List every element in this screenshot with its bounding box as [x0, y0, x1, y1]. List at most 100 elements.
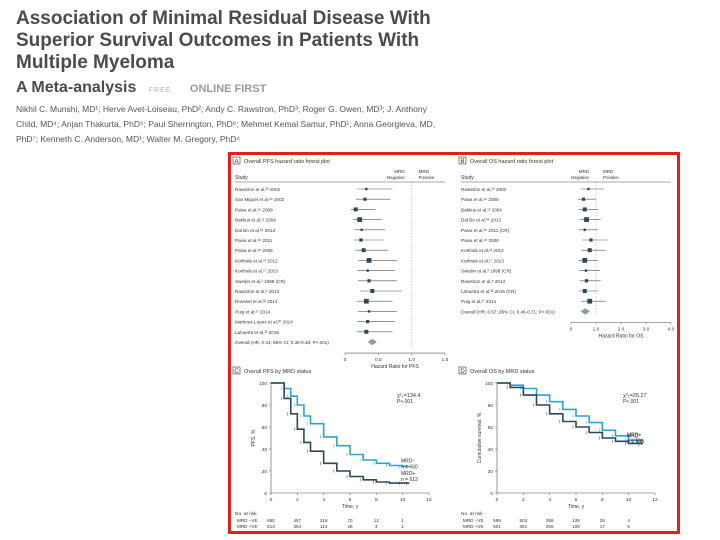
km-x-tick-label: 12	[652, 497, 658, 503]
km-p-value: P<.001	[623, 399, 639, 405]
forest-study-label: Lahuerta et al,³³ 2015	[235, 330, 279, 335]
km-y-tick-label: 80	[262, 403, 268, 409]
forest-study-marker	[587, 187, 590, 191]
forest-study-marker	[364, 329, 369, 334]
km-series-n: n = 501	[627, 439, 644, 445]
risk-count: 12	[374, 518, 380, 523]
favors-positive-label: Positive	[419, 175, 435, 180]
forest-study-marker	[366, 269, 369, 272]
forest-study-label: San Miguel et al,²⁹ 2002	[235, 197, 285, 202]
forest-study-label: Paiva et al,¹⁸ 2008	[461, 238, 499, 243]
km-x-tick-label: 12	[426, 497, 432, 503]
article-subtitle: A Meta-analysis	[16, 79, 137, 96]
km-y-tick-label: 60	[488, 425, 494, 431]
km-series-n: n = 660	[401, 465, 418, 471]
risk-count: 256	[546, 524, 554, 529]
km-series-n: n = 613	[401, 477, 418, 483]
forest-study-marker	[584, 217, 589, 222]
km-series-n: n = 599	[627, 439, 644, 445]
km-series-line	[497, 382, 643, 442]
forest-overall-diamond	[367, 338, 377, 346]
km-x-axis-title: Time, y	[342, 504, 359, 510]
favors-positive-label: MRD	[419, 169, 430, 174]
forest-study-label: Lahuerta et al,³³ 2015 (CR)	[461, 289, 516, 294]
forest-study-marker	[583, 228, 586, 231]
forest-study-label: Paiva et al,¹⁶ 2008	[461, 197, 499, 202]
forest-overall-diamond	[580, 308, 590, 315]
forest-study-marker	[361, 248, 366, 253]
risk-count: 660	[267, 518, 275, 523]
study-column-header: Study	[235, 175, 248, 181]
panel-title: Overall PFS hazard ratio forest plot	[244, 159, 330, 165]
online-first-label: ONLINE FIRST	[189, 83, 267, 95]
risk-count: 26	[600, 518, 606, 523]
risk-count: 457	[293, 518, 301, 523]
km-y-axis-title: Cumulative survival, %	[477, 412, 483, 463]
forest-study-label: Paiva et al,²⁶ 2011 (CR)	[461, 228, 510, 233]
forest-study-marker	[587, 248, 592, 253]
risk-count: 4	[627, 518, 630, 523]
km-x-tick-label: 8	[375, 497, 378, 503]
forest-x-tick-label: 1.0	[408, 357, 415, 363]
panel-label-box	[458, 156, 467, 165]
forest-study-label: Paiva et al,¹⁸ 2008	[235, 248, 273, 253]
km-x-tick-label: 10	[400, 497, 406, 503]
risk-count: 70	[347, 518, 353, 523]
forest-x-tick-label: 0	[344, 357, 347, 363]
panel-label: B	[460, 159, 464, 165]
forest-study-marker	[581, 197, 586, 201]
forest-study-label: Rawstron et al,²³ 2002	[235, 187, 281, 192]
forest-overall-label: Overall (HR, 0.41; 95% CI, 0.36-0.48; P<…	[235, 340, 329, 345]
forest-study-marker	[363, 298, 369, 304]
risk-count: 114	[320, 524, 328, 529]
favors-negative-label: Negative	[571, 175, 589, 180]
km-x-tick-label: 8	[601, 497, 604, 503]
km-p-value: P<.001	[397, 399, 413, 405]
km-y-tick-label: 0	[264, 491, 267, 497]
forest-study-marker	[360, 228, 363, 231]
km-series-line	[271, 382, 410, 468]
km-chi-square: χ²₁=134.4	[397, 393, 421, 399]
forest-x-tick-label: 3.0	[643, 327, 650, 333]
subtitle-row: A Meta-analysis FREE ONLINE FIRST	[16, 79, 266, 99]
forest-study-label: Rawstron et al,²³ 2002	[461, 187, 507, 192]
risk-count: 4	[375, 524, 378, 529]
forest-study-marker	[366, 320, 370, 324]
km-x-tick-label: 6	[575, 497, 578, 503]
panel-title: Overall PFS by MRD status	[244, 369, 311, 375]
forest-study-marker	[587, 298, 593, 304]
forest-x-axis-title: Hazard Ratio for OS	[598, 334, 644, 340]
km-y-tick-label: 80	[488, 403, 494, 409]
km-series-label: MRD+	[401, 471, 415, 477]
km-y-tick-label: 40	[262, 447, 268, 453]
forest-study-marker	[363, 197, 367, 201]
forest-study-marker	[366, 258, 372, 263]
forest-x-tick-label: 4.0	[668, 327, 675, 333]
favors-positive-label: MRD	[603, 169, 614, 174]
risk-count: 354	[293, 524, 301, 529]
forest-study-label: Martinez-Lopez et al,³⁰ 2014	[235, 320, 293, 325]
forest-study-label: Paiva et al,¹⁶ 2008	[235, 207, 273, 212]
forest-study-marker	[589, 238, 593, 242]
km-y-tick-label: 40	[488, 447, 494, 453]
km-y-tick-label: 0	[490, 491, 493, 497]
forest-x-axis-title: Hazard Ratio for PFS	[371, 364, 419, 370]
forest-study-marker	[584, 279, 589, 283]
risk-row-label: MRD −VE	[237, 518, 258, 523]
km-x-tick-label: 4	[548, 497, 551, 503]
forest-x-tick-label: 0	[570, 327, 573, 333]
forest-study-label: Paiva et al,²⁶ 2011	[235, 238, 273, 243]
forest-study-label: Swedin et al,³ 1998 (CR)	[461, 269, 512, 274]
forest-study-label: Roussel et al,³² 2014	[235, 299, 278, 304]
risk-count: 1	[401, 518, 404, 523]
forest-study-label: Rawstron et al,⁵ 2013	[461, 279, 505, 284]
km-series-line	[271, 382, 410, 484]
risk-count: 391	[519, 524, 527, 529]
km-x-tick-label: 4	[322, 497, 325, 503]
article-title: Association of Minimal Residual Disease …	[16, 8, 431, 73]
forest-study-marker	[367, 310, 371, 313]
forest-study-marker	[357, 217, 363, 222]
risk-table-header: No. at risk	[461, 511, 483, 517]
panel-label: A	[234, 159, 238, 165]
risk-count: 139	[572, 518, 580, 523]
